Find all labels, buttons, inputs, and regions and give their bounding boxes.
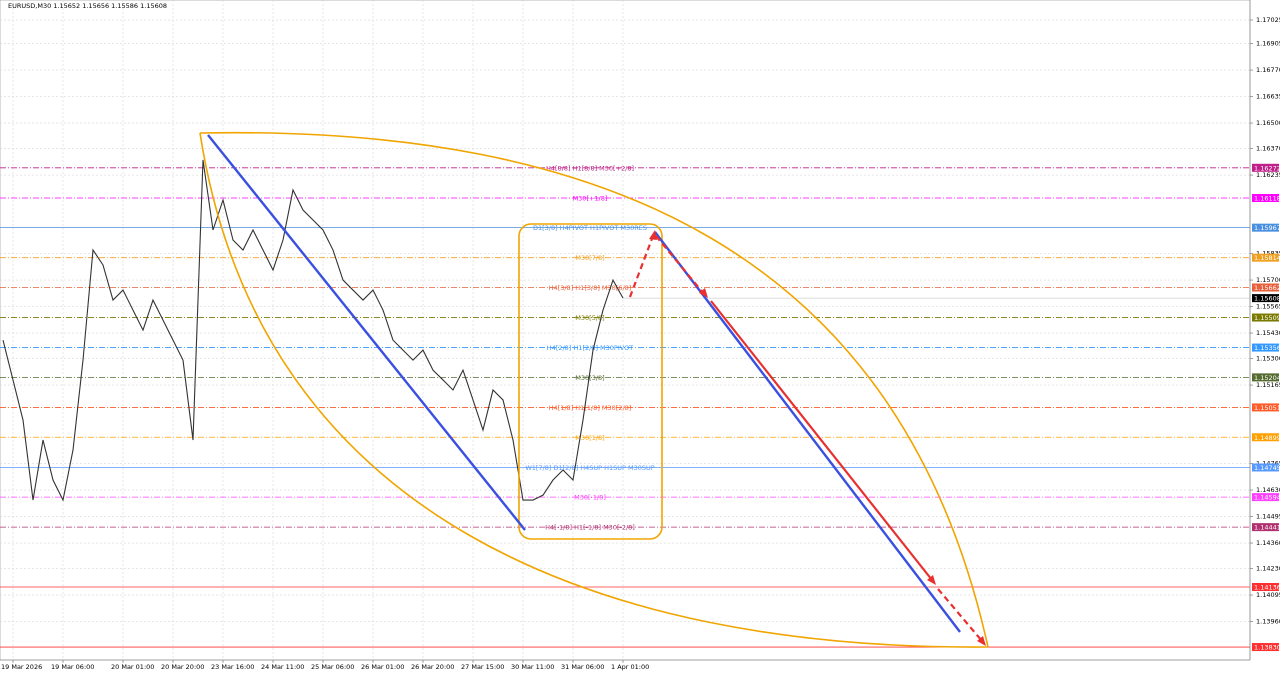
y-tick-label: 1.15565 — [1256, 303, 1280, 311]
level-value: 1.14594 — [1254, 494, 1280, 502]
y-tick-label: 1.16770 — [1256, 66, 1280, 74]
level-value: 1.15662 — [1254, 284, 1280, 292]
arrow-head — [699, 288, 708, 298]
y-tick-label: 1.14495 — [1256, 513, 1280, 521]
x-tick-label: 19 Mar 06:00 — [51, 663, 94, 671]
level-value: 1.15814 — [1254, 254, 1280, 262]
forecast-arrow — [655, 235, 705, 295]
level-box — [1252, 283, 1279, 292]
x-tick-label: 26 Mar 01:00 — [361, 663, 404, 671]
x-tick-label: 19 Mar 2026 — [1, 663, 42, 671]
level-name: W1[7/8] D1[2/8] H4SUP H1SUP M30SUP — [525, 464, 654, 472]
level-name: H4[3/8] H1[3/8] M30[6/8] — [549, 284, 632, 292]
arc-lower — [199, 132, 989, 648]
y-tick-label: 1.16905 — [1256, 40, 1280, 48]
current-price-box — [1252, 294, 1279, 303]
y-tick-label: 1.17025 — [1256, 16, 1280, 24]
arrow-head — [977, 636, 986, 646]
x-tick-label: 20 Mar 01:00 — [111, 663, 154, 671]
level-value: 1.16272 — [1254, 164, 1280, 172]
level-box — [1252, 223, 1279, 232]
x-tick-label: 26 Mar 20:00 — [411, 663, 454, 671]
level-name: D1[3/8] H4PIVOT H1PIVOT M30RES — [533, 224, 647, 232]
level-name: H4[-1/8] H1[-1/8] M30[-2/8] — [545, 524, 635, 532]
y-tick-label: 1.14230 — [1256, 565, 1280, 573]
y-tick-label: 1.14630 — [1256, 486, 1280, 494]
level-box — [1252, 463, 1279, 472]
forecast-arrow — [710, 300, 933, 581]
y-tick-label: 1.14095 — [1256, 591, 1280, 599]
level-value: 1.16118 — [1254, 195, 1280, 203]
y-tick-label: 1.16370 — [1256, 145, 1280, 153]
arc-upper — [199, 131, 989, 648]
level-value: 1.14745 — [1254, 464, 1280, 472]
x-tick-label: 31 Mar 06:00 — [561, 663, 604, 671]
y-tick-label: 1.15700 — [1256, 276, 1280, 284]
level-value: 1.14899 — [1254, 434, 1280, 442]
level-value: 1.14136 — [1254, 583, 1280, 591]
level-box — [1252, 582, 1279, 591]
x-tick-label: 25 Mar 06:00 — [311, 663, 354, 671]
level-box — [1252, 643, 1279, 652]
level-value: 1.15509 — [1254, 314, 1280, 322]
trend-line — [207, 134, 526, 531]
y-tick-label: 1.15430 — [1256, 329, 1280, 337]
level-box — [1252, 163, 1279, 172]
x-tick-label: 27 Mar 15:00 — [461, 663, 504, 671]
level-value: 1.15967 — [1254, 224, 1280, 232]
level-box — [1252, 523, 1279, 532]
level-box — [1252, 253, 1279, 262]
level-value: 1.15356 — [1254, 344, 1280, 352]
drawings — [199, 131, 989, 648]
y-tick-label: 1.15300 — [1256, 355, 1280, 363]
y-tick-label: 1.16235 — [1256, 171, 1280, 179]
level-name: M30[1/8] — [575, 434, 604, 442]
level-box — [1252, 433, 1279, 442]
level-box — [1252, 373, 1279, 382]
level-box — [1252, 194, 1279, 203]
x-tick-label: 24 Mar 11:00 — [261, 663, 304, 671]
level-box — [1252, 313, 1279, 322]
level-value: 1.15051 — [1254, 404, 1280, 412]
level-name: M30[5/8] — [575, 314, 604, 322]
grid — [0, 0, 1250, 660]
level-name: M30[-1/8] — [574, 494, 606, 502]
level-value: 1.13830 — [1254, 644, 1280, 652]
level-value: 1.14441 — [1254, 524, 1280, 532]
levels: H4[8/8] H1[8/8] M30[+2/8] M30[+1/8] D1[3/8… — [0, 164, 1250, 648]
y-tick-label: 1.15165 — [1256, 381, 1280, 389]
level-name: H4[2/8] H1[2/8] M30PIVOT — [547, 344, 633, 352]
trend-line — [654, 231, 961, 633]
level-value: 1.15204 — [1254, 374, 1280, 382]
y-tick-label: 1.15835 — [1256, 250, 1280, 258]
arrow-head — [927, 575, 936, 585]
y-tick-label: 1.16500 — [1256, 119, 1280, 127]
y-tick-label: 1.14360 — [1256, 539, 1280, 547]
forecast-arrow — [937, 588, 983, 642]
chart-title: EURUSD,M30 1.15652 1.15656 1.15586 1.156… — [8, 2, 167, 10]
forecast-arrow — [628, 235, 655, 298]
x-tick-label: 20 Mar 20:00 — [161, 663, 204, 671]
x-tick-label: 23 Mar 16:00 — [211, 663, 254, 671]
level-name: M30[3/8] — [575, 374, 604, 382]
level-box — [1252, 343, 1279, 352]
y-tick-label: 1.13960 — [1256, 618, 1280, 626]
x-tick-label: 1 Apr 01:00 — [611, 663, 649, 671]
x-tick-label: 30 Mar 11:00 — [511, 663, 554, 671]
y-tick-label: 1.16635 — [1256, 93, 1280, 101]
level-name: H4[8/8] H1[8/8] M30[+2/8] — [546, 164, 634, 172]
range-box — [518, 223, 663, 540]
level-box — [1252, 493, 1279, 502]
level-name: M30[+1/8] — [573, 195, 608, 203]
level-box — [1252, 403, 1279, 412]
level-name: H4[1/8] H1[1/8] M30[2/8] — [549, 404, 632, 412]
plot-area — [0, 0, 1251, 661]
arrow-head — [649, 230, 657, 240]
current-price-label: 1.15608 — [1254, 295, 1280, 303]
level-name: M30[7/8] — [575, 254, 604, 262]
